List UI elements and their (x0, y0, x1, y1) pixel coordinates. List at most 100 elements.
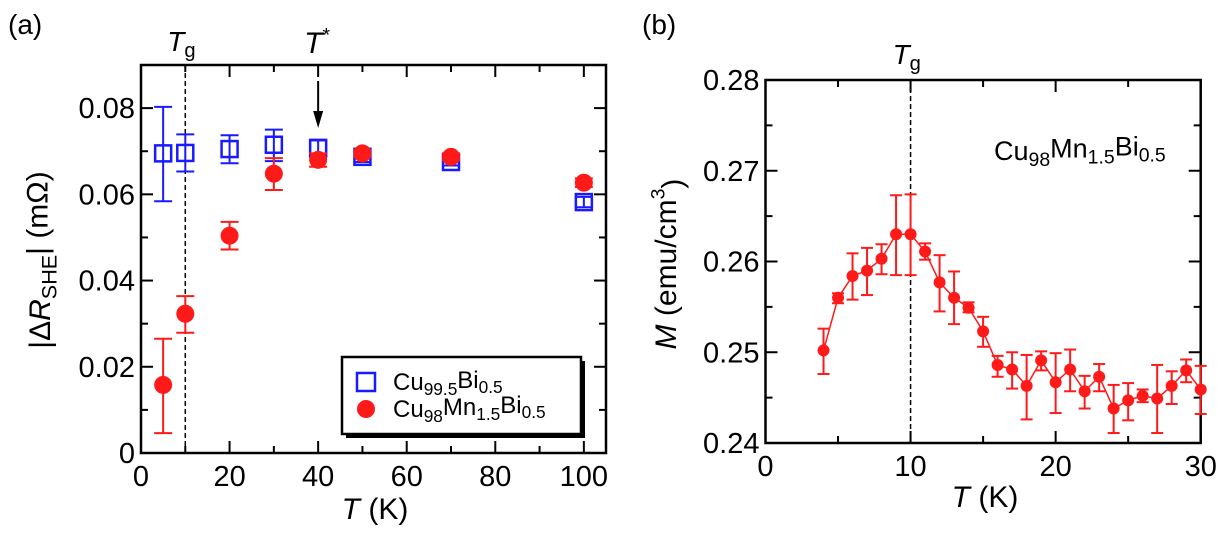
data-point (933, 276, 946, 289)
data-point (846, 270, 859, 283)
data-point (1107, 402, 1120, 415)
series-1 (154, 144, 593, 435)
text-segment: Cu (393, 369, 424, 396)
data-point (1020, 379, 1033, 392)
text-segment: Bi (500, 392, 521, 419)
y-axis-label: M (emu/cm3) (647, 179, 689, 350)
data-point (890, 228, 903, 241)
text-segment: (K) (970, 481, 1018, 514)
data-point (220, 139, 239, 159)
text-segment: | (mΩ) (21, 171, 54, 255)
text-segment: T (342, 493, 363, 526)
data-point (1136, 389, 1149, 402)
y-tick-label: 0.27 (703, 156, 759, 188)
legend-box (340, 355, 583, 436)
x-axis-label: T (K) (952, 481, 1019, 514)
x-tick-label: 80 (479, 461, 511, 493)
data-point (1064, 363, 1077, 376)
text-segment: 1.5 (1088, 147, 1115, 169)
legend-circle-icon (357, 400, 375, 418)
x-tick-label: 20 (1040, 451, 1072, 483)
text-segment: g (184, 40, 195, 62)
data-point (991, 358, 1004, 371)
text-segment: Mn (1050, 134, 1088, 164)
data-point (309, 150, 328, 169)
x-tick-label: 0 (133, 461, 149, 493)
y-tick-label: 0.24 (703, 428, 759, 460)
arrow-head-icon (313, 111, 324, 128)
legend-square-icon (355, 371, 377, 393)
y-tick-label: 0.04 (79, 266, 135, 298)
panel-b: (b) Tg 0 10 20 30 0.24 0.25 0.26 0.27 0.28 T (K) M (… (642, 9, 1217, 514)
data-point (875, 252, 888, 265)
data-point (904, 228, 917, 241)
text-segment: T (167, 26, 186, 57)
text-segment: Cu (393, 396, 424, 423)
y-tick-label: 0.26 (703, 247, 759, 279)
text-segment: |Δ (24, 321, 57, 349)
x-tick-label: 0 (757, 451, 773, 483)
data-point (962, 301, 975, 314)
data-point (220, 226, 239, 245)
y-tick-label: 0.06 (79, 179, 135, 211)
data-point (264, 164, 283, 183)
plot-frame (139, 63, 608, 455)
legend-entry: Cu98Mn1.5Bi0.5 (393, 392, 546, 426)
text-segment: 99.5 (424, 379, 458, 399)
text-segment: (K) (360, 493, 408, 526)
tg-label: Tg (167, 26, 195, 62)
text-segment: 98 (1029, 149, 1051, 171)
data-point (353, 144, 372, 163)
data-point (1078, 385, 1091, 398)
data-point (574, 192, 594, 212)
y-tick-label: 0.02 (79, 352, 135, 384)
text-segment: Cu (994, 136, 1029, 166)
data-point (1122, 394, 1135, 407)
data-point (1035, 354, 1048, 367)
text-segment: R (24, 299, 57, 321)
text-segment: T (893, 39, 912, 70)
data-point (153, 144, 173, 163)
text-segment: SHE (36, 255, 61, 299)
data-point (1165, 379, 1178, 392)
x-tick-label: 30 (1185, 451, 1217, 483)
text-segment: Bi (1115, 131, 1139, 161)
series-0 (817, 193, 1207, 435)
x-axis-label: T (K) (342, 493, 409, 526)
text-segment: 3 (647, 189, 669, 200)
text-segment: Mn (443, 394, 476, 421)
text-segment: 0.5 (479, 377, 503, 397)
data-point (264, 135, 284, 155)
legend-entry: Cu99.5Bi0.5 (393, 367, 503, 399)
data-point (1093, 370, 1106, 383)
data-point (861, 264, 874, 277)
data-point (1151, 392, 1164, 405)
sample-label: Cu98Mn1.5Bi0.5 (994, 131, 1166, 170)
tg-label: Tg (893, 39, 921, 75)
data-point (176, 143, 195, 163)
data-point (1180, 364, 1193, 377)
y-axis-label: |ΔRSHE| (mΩ) (21, 171, 61, 348)
data-point (574, 173, 593, 192)
data-point (154, 375, 173, 394)
y-tick-label: 0 (119, 438, 135, 470)
data-point (1194, 383, 1207, 396)
y-tick-label: 0.08 (79, 93, 135, 125)
text-segment: g (910, 53, 921, 75)
y-tick-label: 0.25 (703, 337, 759, 369)
data-point (817, 344, 830, 357)
y-tick-label: 0.28 (703, 65, 759, 97)
text-segment: 1.5 (476, 404, 500, 424)
text-segment: 98 (424, 406, 443, 426)
data-point (832, 291, 845, 304)
data-point (948, 291, 961, 304)
panel-label: (a) (8, 9, 42, 40)
x-tick-label: 10 (894, 451, 926, 483)
text-segment: M (650, 324, 683, 349)
text-segment: (emu/cm (650, 199, 683, 324)
data-point (176, 304, 195, 323)
panel-label: (b) (642, 9, 676, 40)
